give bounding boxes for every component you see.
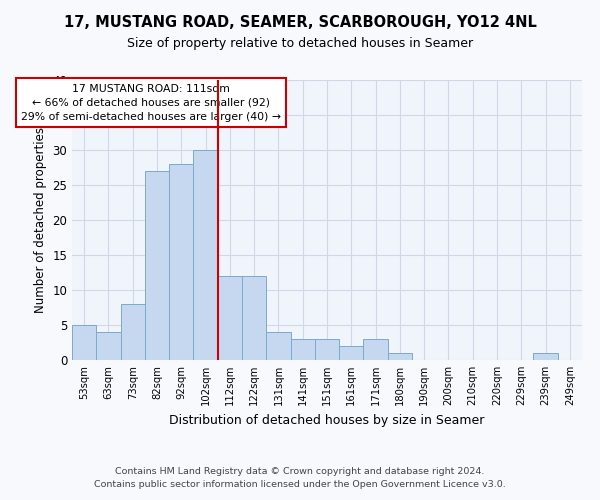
Text: Size of property relative to detached houses in Seamer: Size of property relative to detached ho… [127,38,473,51]
Bar [339,346,364,360]
Bar [96,332,121,360]
X-axis label: Distribution of detached houses by size in Seamer: Distribution of detached houses by size … [169,414,485,426]
Bar [169,164,193,360]
Bar [266,332,290,360]
Bar [533,353,558,360]
Bar [218,276,242,360]
Text: 17 MUSTANG ROAD: 111sqm
← 66% of detached houses are smaller (92)
29% of semi-de: 17 MUSTANG ROAD: 111sqm ← 66% of detache… [21,84,281,122]
Bar [364,339,388,360]
Text: Contains public sector information licensed under the Open Government Licence v3: Contains public sector information licen… [94,480,506,489]
Bar [315,339,339,360]
Bar [290,339,315,360]
Bar [145,171,169,360]
Bar [193,150,218,360]
Bar [388,353,412,360]
Text: 17, MUSTANG ROAD, SEAMER, SCARBOROUGH, YO12 4NL: 17, MUSTANG ROAD, SEAMER, SCARBOROUGH, Y… [64,15,536,30]
Text: Contains HM Land Registry data © Crown copyright and database right 2024.: Contains HM Land Registry data © Crown c… [115,467,485,476]
Bar [121,304,145,360]
Y-axis label: Number of detached properties: Number of detached properties [34,127,47,313]
Bar [242,276,266,360]
Bar [72,325,96,360]
